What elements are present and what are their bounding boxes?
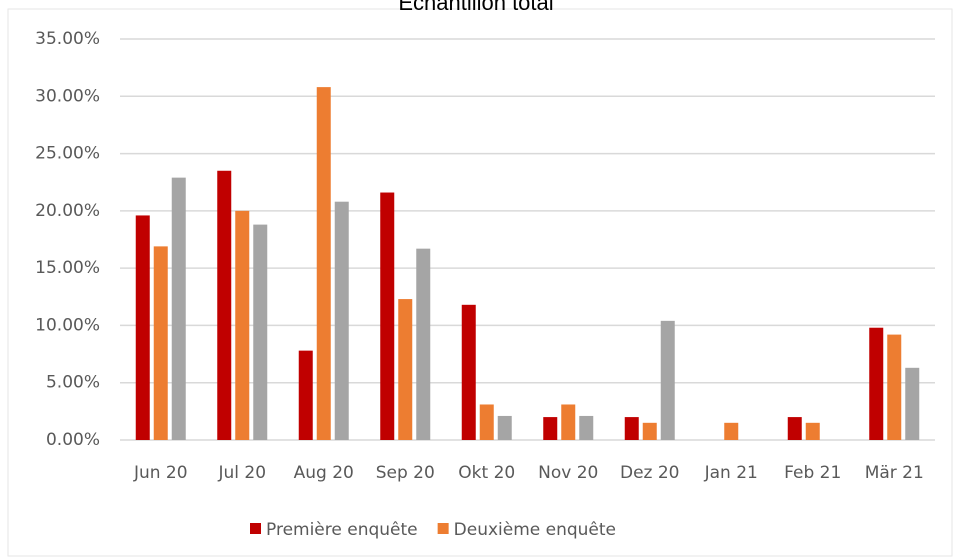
legend-swatch (250, 523, 261, 534)
x-tick-label: Jun 20 (133, 463, 188, 483)
bar (253, 224, 268, 440)
x-tick-label: Nov 20 (538, 463, 598, 483)
y-tick-label: 10.00% (35, 315, 100, 335)
x-tick-label: Aug 20 (294, 463, 354, 483)
bar (543, 417, 558, 440)
bar (869, 327, 884, 440)
bar (380, 192, 395, 440)
x-tick-label: Jan 21 (704, 463, 758, 483)
bar (171, 177, 186, 441)
y-tick-label: 30.00% (35, 86, 100, 106)
y-tick-label: 15.00% (35, 258, 100, 278)
x-tick-label: Okt 20 (458, 463, 515, 483)
bar (416, 248, 431, 440)
y-tick-label: 25.00% (35, 144, 100, 164)
y-tick-label: 20.00% (35, 201, 100, 221)
bar (298, 350, 313, 440)
bar (724, 422, 739, 440)
y-tick-label: 5.00% (46, 373, 100, 393)
chart-border (7, 8, 953, 557)
legend-label: Deuxième enquête (454, 520, 616, 540)
bar (805, 422, 820, 440)
bar (479, 404, 494, 440)
chart-title: Echantillon total (398, 0, 553, 15)
bar (787, 417, 802, 440)
bar (579, 415, 594, 440)
x-tick-label: Sep 20 (376, 463, 435, 483)
y-tick-label: 0.00% (46, 430, 100, 450)
bar (334, 201, 349, 440)
x-tick-label: Dez 20 (620, 463, 680, 483)
y-tick-label: 35.00% (35, 29, 100, 49)
x-tick-label: Feb 21 (784, 463, 841, 483)
legend-label: Première enquête (266, 520, 418, 540)
bar (398, 299, 413, 440)
x-tick-label: Jul 20 (217, 463, 266, 483)
bar (642, 422, 657, 440)
bar (135, 215, 150, 440)
bar (561, 404, 576, 440)
bar (887, 334, 902, 440)
bar (235, 210, 250, 440)
bar (497, 415, 512, 440)
bar (905, 367, 920, 440)
bar (316, 87, 331, 441)
bar (217, 170, 232, 440)
bar (153, 246, 168, 440)
bar (461, 304, 476, 440)
bar (624, 417, 639, 440)
x-tick-label: Mär 21 (865, 463, 924, 483)
legend-swatch (437, 523, 449, 534)
bar (660, 320, 675, 440)
